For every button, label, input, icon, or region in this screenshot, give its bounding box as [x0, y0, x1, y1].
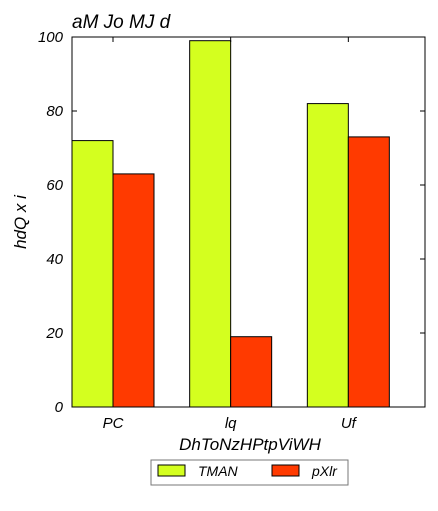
- legend-swatch-pXlr: [271, 464, 300, 477]
- y-tick-label: 60: [46, 177, 63, 194]
- bar-TMAN-Uf: [306, 103, 349, 408]
- bars: [71, 40, 390, 408]
- x-tick-label: PC: [103, 415, 124, 432]
- y-tick-label: 40: [46, 251, 63, 268]
- y-tick-label: 20: [45, 325, 63, 342]
- legend-label: pXlr: [311, 463, 338, 479]
- y-tick-label: 80: [46, 103, 63, 120]
- legend: TMAN pXlr: [150, 459, 349, 486]
- y-tick-label: 0: [55, 399, 64, 416]
- x-tick-label: Uf: [341, 415, 358, 432]
- bar-pXlr-lq: [230, 336, 273, 408]
- y-tick-label: 100: [38, 29, 64, 46]
- chart-title: aM Jo MJ d: [72, 12, 172, 33]
- bar-pXlr-PC: [112, 173, 155, 408]
- plot-frame: [71, 36, 426, 408]
- y-axis-label: hdQ x i: [11, 194, 30, 249]
- x-axis-ticks: PC lq Uf: [103, 37, 358, 432]
- bar-pXlr-Uf: [347, 136, 390, 408]
- bar-TMAN-lq: [189, 40, 232, 408]
- bar-TMAN-PC: [71, 140, 114, 408]
- legend-label: TMAN: [198, 463, 239, 479]
- y-axis-ticks: 0 20 40 60 80 100: [38, 29, 425, 416]
- x-axis-label: DhToNzHPtpViWH: [179, 435, 321, 454]
- x-tick-label: lq: [225, 415, 237, 432]
- legend-swatch-TMAN: [157, 464, 186, 477]
